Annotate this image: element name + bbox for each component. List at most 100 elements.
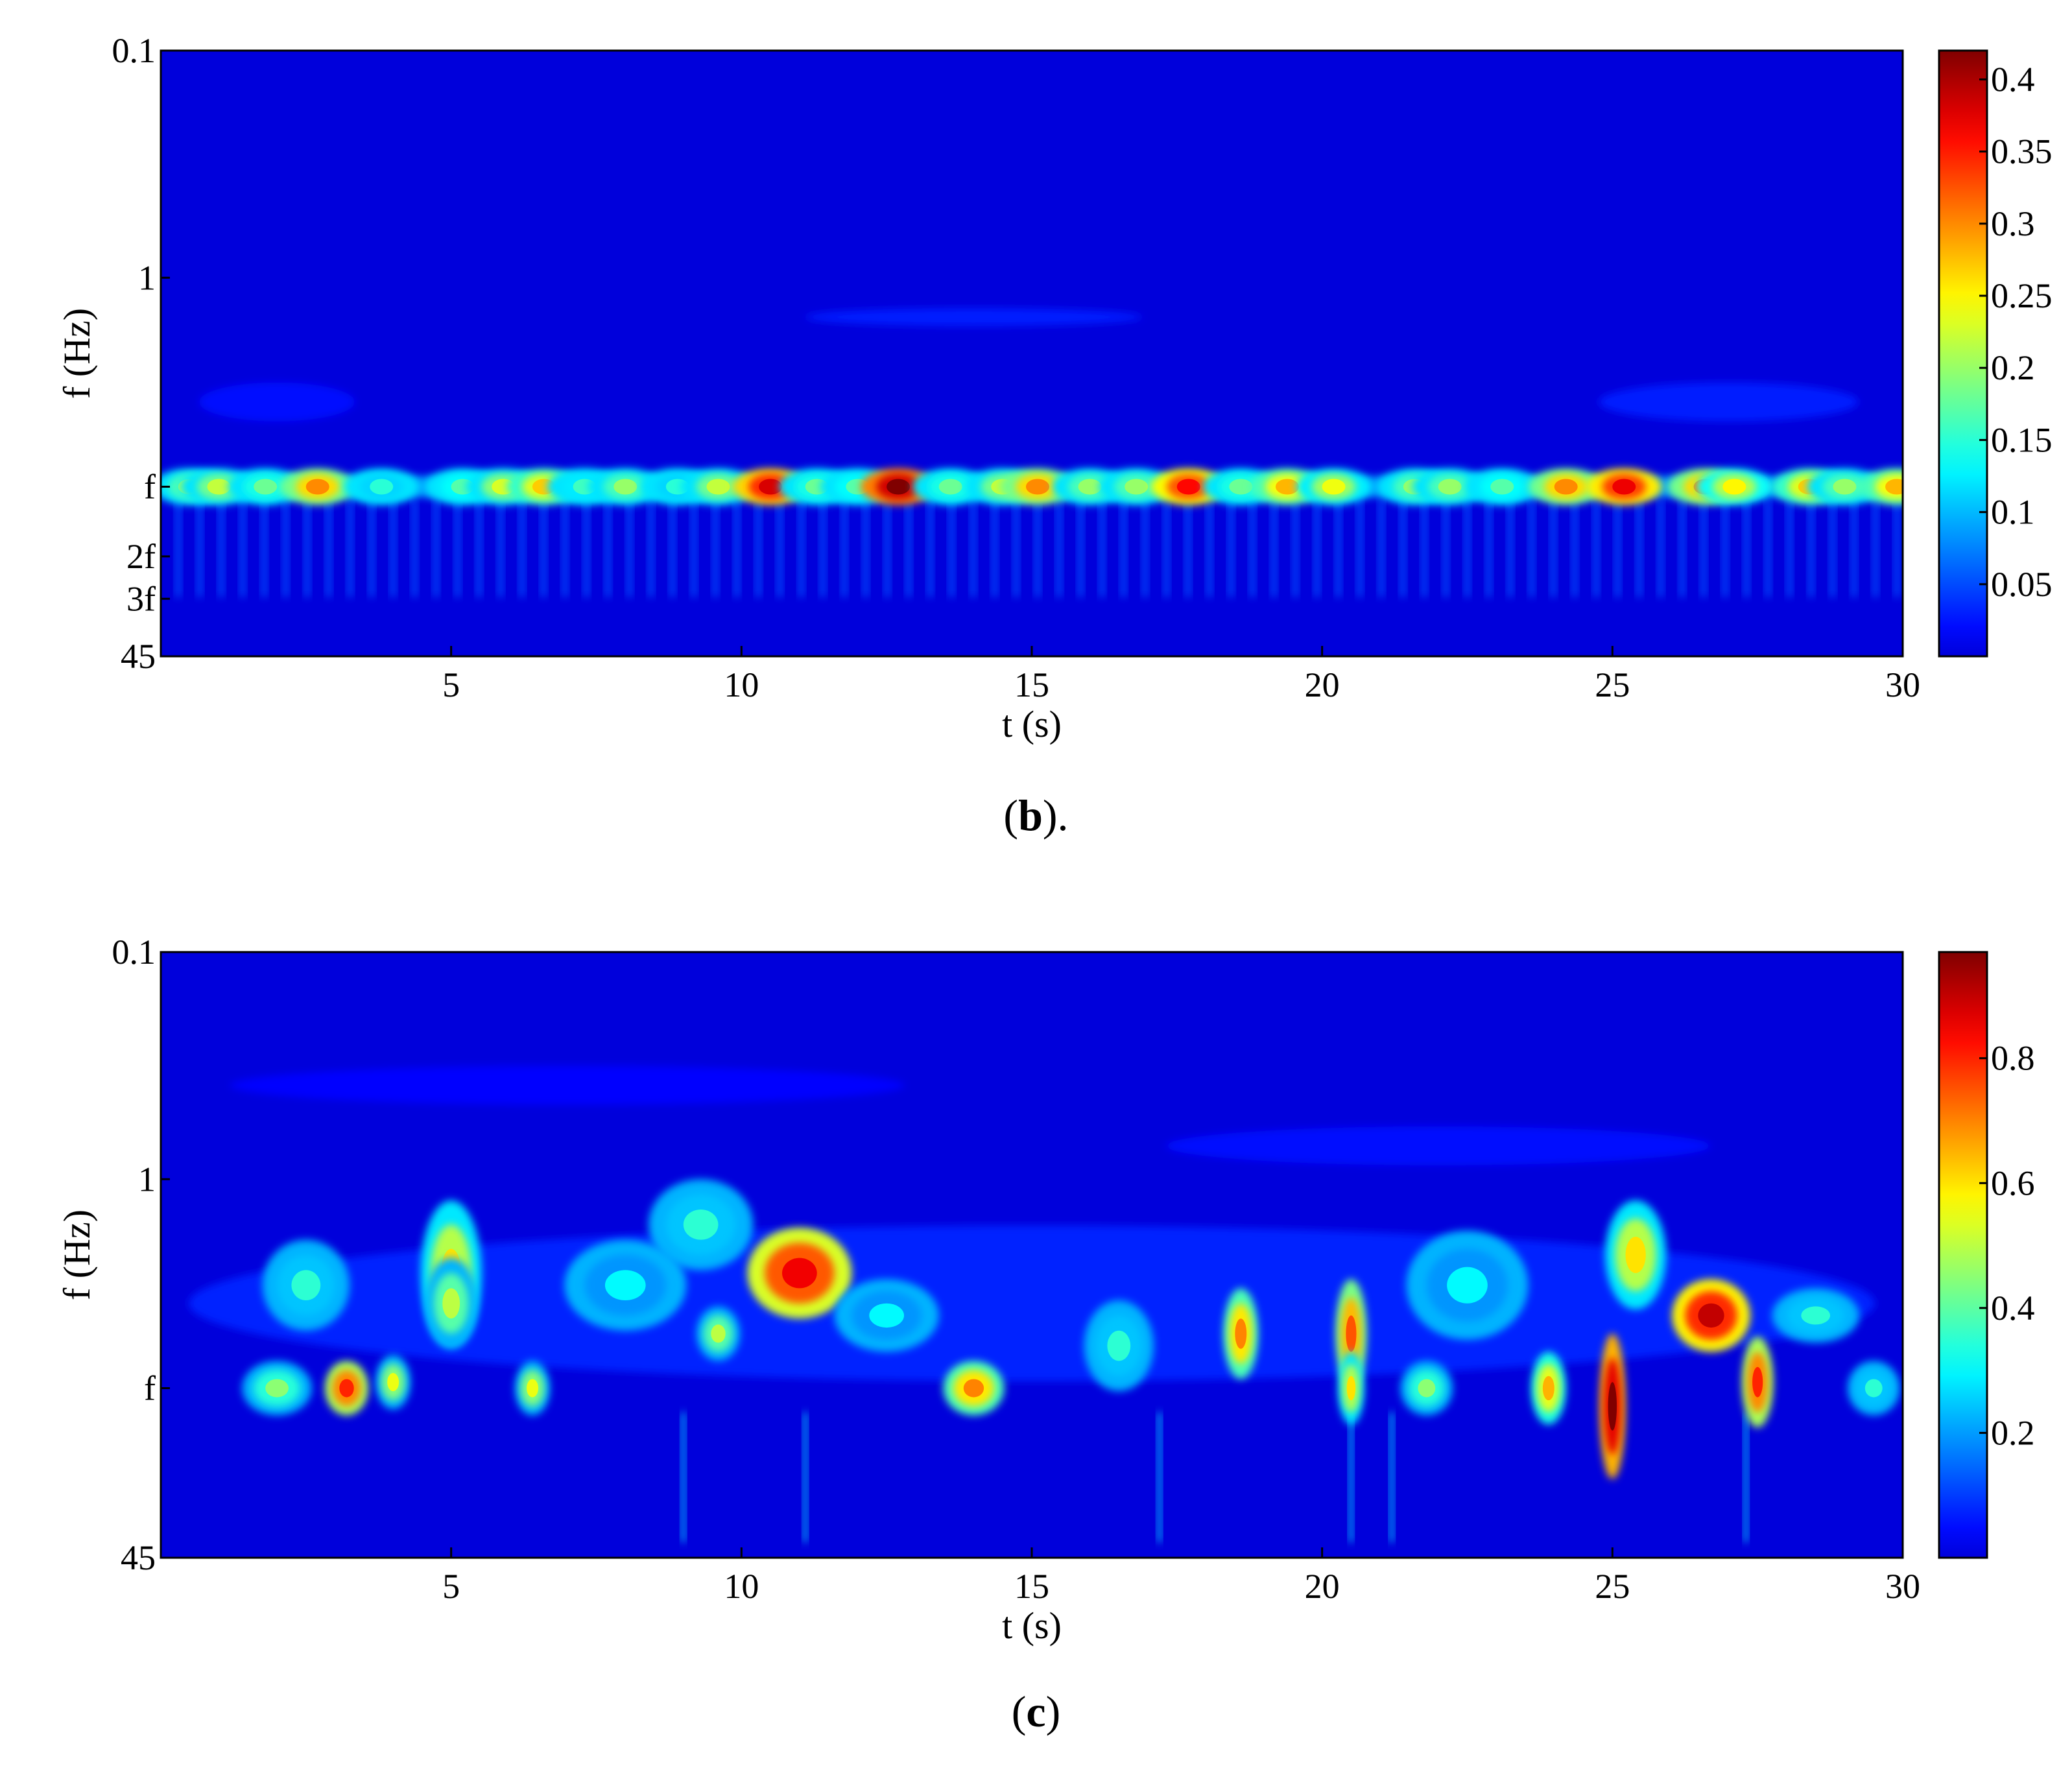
harmonic-streak (1078, 499, 1084, 597)
heat-core (1275, 479, 1299, 495)
x-tick-label: 25 (1595, 1567, 1630, 1606)
heat-core (1698, 1303, 1724, 1328)
harmonic-streak (1894, 499, 1900, 597)
harmonic-streak (777, 499, 783, 597)
needle-streak (1744, 1412, 1748, 1542)
harmonic-streak (1056, 499, 1062, 597)
heat-core (1864, 1379, 1883, 1398)
harmonic-streak (1357, 499, 1363, 597)
heat-core (207, 479, 231, 495)
colorbar (1938, 951, 1988, 1559)
harmonic-streak (1851, 499, 1857, 597)
harmonic-streak (992, 499, 997, 597)
harmonic-streak (756, 499, 761, 597)
heat-core (1722, 479, 1746, 495)
harmonic-streak (219, 499, 224, 597)
colorbar-tick-label: 0.25 (1991, 276, 2053, 315)
y-tick-label: 0.1 (112, 31, 156, 70)
y-axis-label: f (Hz) (56, 1210, 98, 1300)
heat-core (1235, 1318, 1247, 1349)
harmonic-streak (369, 499, 375, 597)
harmonic-streak (1829, 499, 1835, 597)
harmonic-streak (541, 499, 547, 597)
heat-core (1625, 1236, 1646, 1274)
harmonic-streak (1593, 499, 1599, 597)
harmonic-streak (1700, 499, 1706, 597)
harmonic-streak (519, 499, 525, 597)
y-tick-label: f (144, 1368, 156, 1407)
x-tick-label: 5 (442, 665, 460, 704)
harmonic-streak (841, 499, 847, 597)
heat-core (613, 479, 637, 495)
heat-core (1490, 479, 1514, 495)
colorbar-tick-label: 0.2 (1991, 1413, 2035, 1452)
harmonic-streak (326, 499, 331, 597)
heat-core (1322, 479, 1346, 495)
x-tick-label: 20 (1305, 665, 1340, 704)
harmonic-streak (669, 499, 675, 597)
x-tick-label: 25 (1595, 665, 1630, 704)
y-tick-label: 2f (126, 537, 156, 576)
x-tick-label: 30 (1885, 665, 1920, 704)
x-tick-label: 30 (1885, 1567, 1920, 1606)
heat-core (963, 1379, 984, 1398)
harmonic-streak (1507, 499, 1513, 597)
x-axis-label: t (s) (1002, 703, 1062, 745)
heat-core (1608, 1382, 1617, 1431)
harmonic-streak (1679, 499, 1685, 597)
heat-core (254, 479, 278, 495)
scalogram-c: 5 10 15 20 25 30 0.1 1 f 45 t (s) f (Hz) 0.2 0.4 0.6 0.… (56, 933, 2035, 1647)
heat-blob (230, 1066, 905, 1105)
y-tick-label: 45 (121, 637, 156, 676)
harmonic-streak (412, 499, 418, 597)
harmonic-streak (175, 499, 181, 597)
harmonic-streak (347, 499, 353, 597)
caption-b: (b). (1003, 791, 1069, 840)
y-tick-label: 1 (138, 258, 156, 297)
colorbar-tick-label: 0.4 (1991, 1289, 2035, 1328)
harmonic-streak (1250, 499, 1256, 597)
harmonic-streak (713, 499, 719, 597)
harmonic-streak (1615, 499, 1621, 597)
harmonic-streak (283, 499, 289, 597)
heat-core (1346, 1376, 1356, 1401)
heat-core (869, 1303, 905, 1328)
heatmap-field (161, 307, 1903, 597)
harmonic-streak (1486, 499, 1492, 597)
x-axis-label: t (s) (1002, 1604, 1062, 1647)
harmonic-streak (1228, 499, 1234, 597)
colorbar-tick-label: 0.4 (1991, 60, 2035, 99)
x-tick-label: 10 (724, 665, 759, 704)
harmonic-streak (1808, 499, 1814, 597)
harmonic-streak (433, 499, 439, 597)
harmonic-streak (240, 499, 246, 597)
harmonic-streak (1121, 499, 1126, 597)
heat-core (1752, 1366, 1763, 1398)
needle-streak (803, 1412, 807, 1542)
harmonic-streak (1013, 499, 1019, 597)
heat-core (442, 1288, 460, 1319)
needle-streak (1349, 1412, 1353, 1542)
heat-core (759, 479, 783, 495)
y-axis-label: f (Hz) (56, 308, 98, 399)
harmonic-streak (626, 499, 632, 597)
heat-core (1078, 479, 1102, 495)
heat-core (1554, 479, 1578, 495)
heat-core (305, 479, 329, 495)
harmonic-streak (734, 499, 740, 597)
harmonic-streak (196, 499, 202, 597)
colorbar-tick-label: 0.6 (1991, 1163, 2035, 1202)
heat-core (265, 1379, 289, 1398)
harmonic-streak (1872, 499, 1878, 597)
needle-streak (681, 1412, 685, 1542)
y-tick-label: 1 (138, 1160, 156, 1198)
plot-background (161, 51, 1903, 656)
heat-core (1107, 1330, 1131, 1361)
harmonic-streak (949, 499, 955, 597)
harmonic-streak (1572, 499, 1578, 597)
heat-core (1418, 1379, 1436, 1398)
heat-core (1438, 479, 1462, 495)
harmonic-streak (927, 499, 933, 597)
heat-core (706, 479, 730, 495)
